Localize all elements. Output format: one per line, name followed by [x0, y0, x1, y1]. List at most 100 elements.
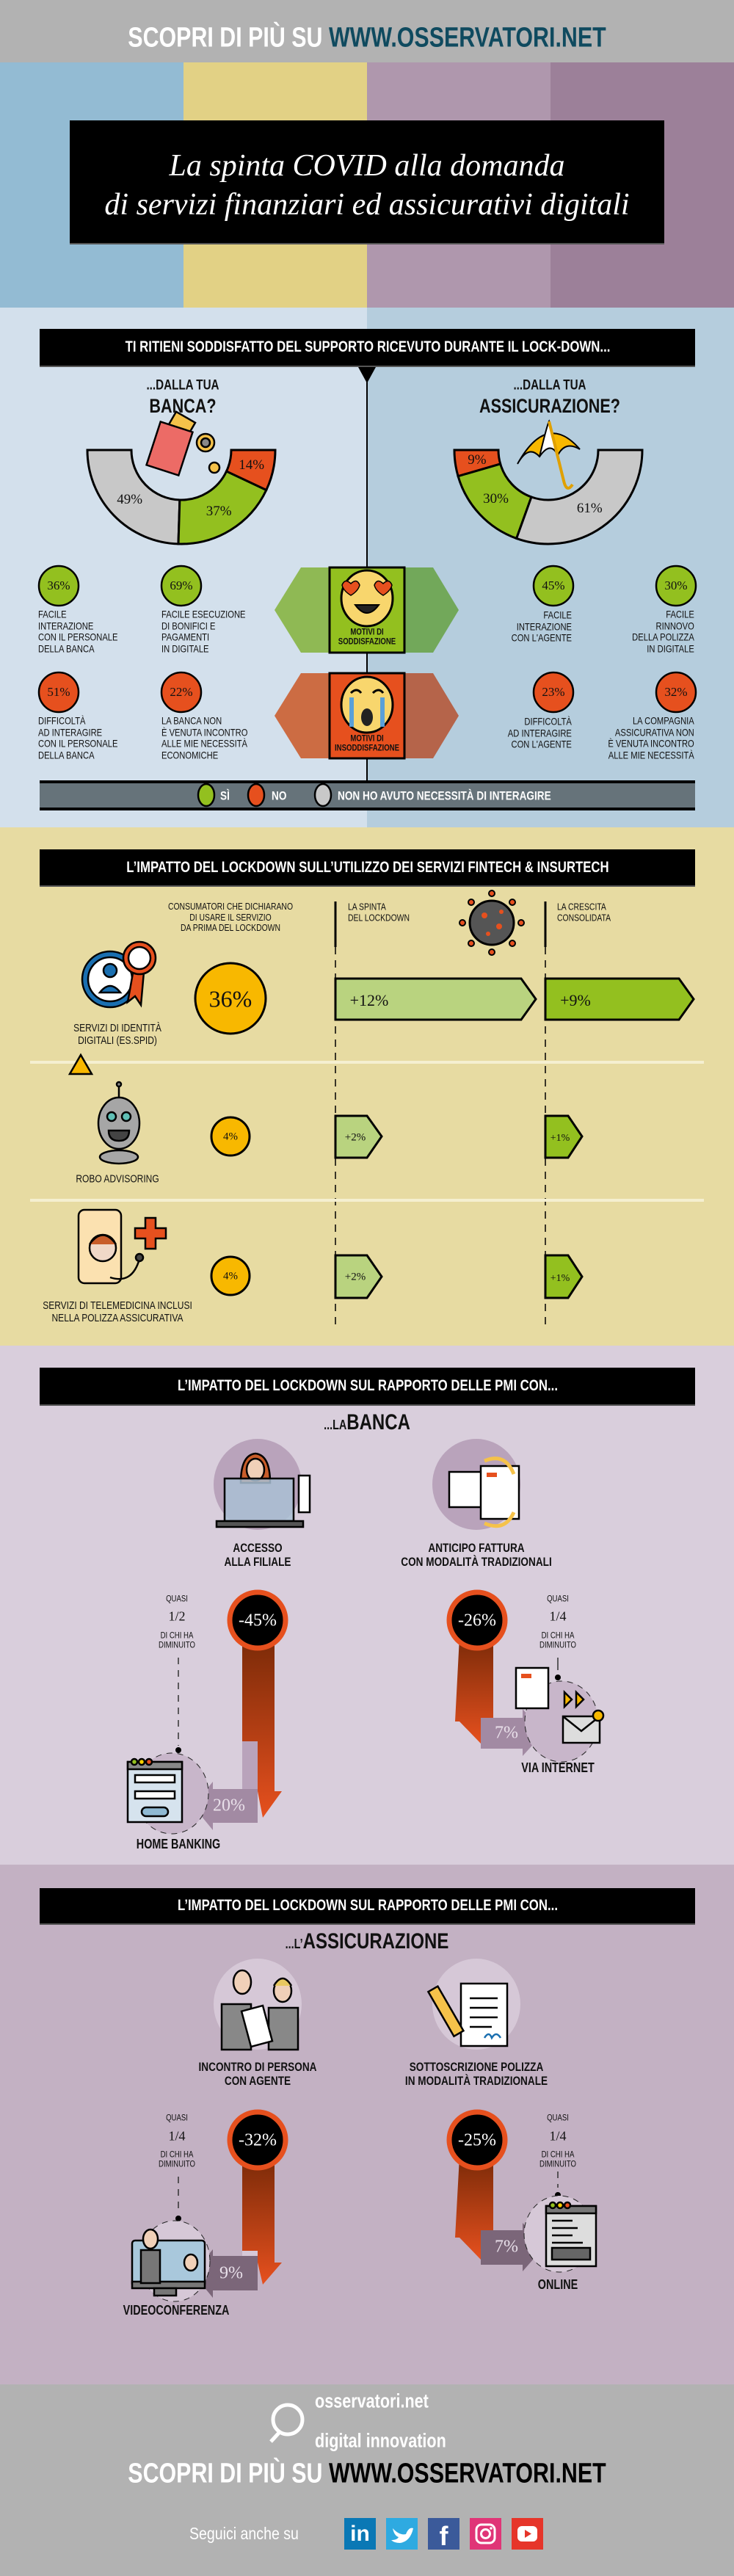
page-title-line2: di servizi finanziari ed assicurativi di… — [104, 188, 630, 222]
reason-value: 69% — [170, 578, 193, 592]
reason-label: FACILE INTERAZIONE CON IL PERSONALE DELL… — [38, 608, 118, 655]
legend-nr-label: NON HO AVUTO NECESSITÀ DI INTERAGIRE — [338, 788, 551, 803]
header-pointer — [358, 367, 376, 383]
reason-label: FACILE ESECUZIONE DI BONIFICI E PAGAMENT… — [161, 608, 246, 655]
reason-value: 36% — [47, 578, 70, 592]
dissatisfaction-hexagon — [275, 672, 459, 760]
robot-advisor-icon — [68, 1053, 141, 1165]
logo-line1: osservatori.net — [315, 2390, 429, 2412]
service-name: SERVIZI DI IDENTITÀ DIGITALI (ES.SPID) — [73, 1022, 161, 1047]
push-value: +2% — [344, 1131, 366, 1144]
legend-si-label: SÌ — [220, 788, 230, 803]
home-banking-icon — [126, 1757, 184, 1824]
money-icon — [145, 410, 221, 477]
top-cta[interactable]: SCOPRI DI PIÙ SU WWW.OSSERVATORI.NET — [128, 23, 606, 54]
channel-label: HOME BANKING — [136, 1836, 221, 1851]
osservatori-logo-icon — [269, 2403, 305, 2443]
legend-bar — [40, 782, 695, 809]
legend-si-dot — [197, 783, 216, 808]
bank-title: BANCA? — [149, 394, 217, 417]
reason-label: LA BANCA NON È VENUTA INCONTRO ALLE MIE … — [161, 714, 248, 761]
change-value: -26% — [458, 1611, 496, 1630]
channel-share: 7% — [495, 2237, 518, 2257]
twitter-icon[interactable] — [386, 2518, 418, 2550]
satisfaction-hexagon — [275, 566, 459, 654]
push-bar-row1 — [334, 977, 537, 1021]
footer-cta[interactable]: SCOPRI DI PIÙ SU WWW.OSSERVATORI.NET — [128, 2459, 606, 2490]
donut-label-no: 9% — [468, 451, 487, 468]
bank-teller-icon — [215, 1452, 311, 1528]
legend-no-label: NO — [272, 788, 287, 803]
footer-cta-url[interactable]: WWW.OSSERVATORI.NET — [328, 2458, 606, 2489]
top-banner — [0, 0, 734, 62]
quasi-label: QUASI — [547, 1593, 569, 1604]
growth-value: +9% — [560, 991, 591, 1009]
reason-value: 32% — [664, 685, 688, 699]
reason-label: LA COMPAGNIA ASSICURATIVA NON È VENUTA I… — [608, 714, 694, 761]
quasi-label: QUASI — [166, 1593, 188, 1604]
bank-donut-chart — [86, 449, 277, 545]
growth-bar-row2 — [544, 1114, 584, 1159]
heart-eyes-emoji-icon — [340, 569, 394, 628]
push-value: +2% — [344, 1271, 366, 1283]
fintech-header: L’IMPATTO DEL LOCKDOWN SULL’UTILIZZO DEI… — [40, 849, 695, 887]
pmi-insurance-title: L’IMPATTO DEL LOCKDOWN SUL RAPPORTO DELL… — [177, 1897, 558, 1914]
fintech-title: L’IMPATTO DEL LOCKDOWN SULL’UTILIZZO DEI… — [126, 858, 609, 876]
change-badge — [446, 2109, 508, 2171]
satisfaction-header: TI RITIENI SODDISFATTO DEL SUPPORTO RICE… — [40, 329, 695, 367]
reason-label: DIFFICOLTÀ AD INTERAGIRE CON IL PERSONAL… — [38, 714, 118, 761]
note-label: DI CHI HA DIMINUITO — [159, 1630, 195, 1650]
quasi-label: QUASI — [166, 2112, 188, 2123]
item-label: ANTICIPO FATTURA CON MODALITÀ TRADIZIONA… — [401, 1540, 552, 1569]
logo-text: osservatori.net digital innovation — [315, 2372, 446, 2471]
virus-icon — [459, 890, 525, 956]
before-value: 36% — [208, 985, 252, 1012]
digital-invoice-icon — [515, 1666, 605, 1744]
reason-value: 23% — [542, 685, 565, 699]
note-label: DI CHI HA DIMINUITO — [159, 2149, 195, 2169]
instagram-icon[interactable] — [470, 2518, 501, 2550]
donut-segment-no — [225, 449, 277, 492]
satisfaction-question: TI RITIENI SODDISFATTO DEL SUPPORTO RICE… — [125, 338, 610, 355]
change-badge — [227, 2109, 288, 2171]
facebook-icon[interactable]: f — [428, 2518, 459, 2550]
channel-label: ONLINE — [537, 2276, 578, 2292]
follow-label: Seguici anche su — [189, 2524, 299, 2544]
motivi-insoddisfazione-label: MOTIVI DI INSODDISFAZIONE — [334, 733, 400, 753]
subtitle-prefix: ...LA — [324, 1418, 347, 1433]
growth-value: +1% — [550, 1133, 570, 1144]
footer-cta-prefix: SCOPRI DI PIÙ SU — [128, 2458, 323, 2489]
video-conference-icon — [131, 2228, 206, 2297]
reason-value: 22% — [170, 685, 193, 699]
change-badge — [227, 1589, 288, 1651]
insurance-donut-chart — [453, 449, 644, 545]
social-icons: in f — [344, 2518, 543, 2550]
note-label: DI CHI HA DIMINUITO — [539, 2149, 576, 2169]
change-badge — [446, 1589, 508, 1651]
top-cta-url[interactable]: WWW.OSSERVATORI.NET — [328, 22, 606, 54]
logo-line2: digital innovation — [315, 2429, 446, 2452]
fraction: 1/4 — [549, 1608, 567, 1624]
service-name: SERVIZI DI TELEMEDICINA INCLUSI NELLA PO… — [43, 1299, 192, 1324]
shift-arrow-left — [193, 1782, 258, 1830]
legend-nr-dot — [313, 783, 333, 808]
youtube-icon[interactable] — [512, 2518, 543, 2550]
before-circle-row2 — [210, 1116, 251, 1157]
donut-label-no: 14% — [239, 457, 265, 474]
pmi-bank-header: L’IMPATTO DEL LOCKDOWN SUL RAPPORTO DELL… — [40, 1368, 695, 1406]
service-name: ROBO ADVISORING — [76, 1172, 159, 1186]
decrease-arrow — [455, 2157, 493, 2260]
subtitle-main: ASSICURAZIONE — [302, 1929, 449, 1954]
channel-share: 7% — [495, 1723, 518, 1743]
donut-label-si: 30% — [483, 491, 509, 507]
before-circle-row1 — [194, 962, 267, 1035]
push-bar-row2 — [334, 1114, 383, 1159]
push-bar-row3 — [334, 1254, 383, 1299]
linkedin-icon[interactable]: in — [344, 2518, 376, 2550]
fraction: 1/4 — [549, 2128, 567, 2144]
growth-bar-row1 — [544, 977, 695, 1021]
donut-segment-nr — [86, 449, 181, 545]
title-box — [70, 120, 664, 244]
reason-circles — [37, 565, 697, 714]
